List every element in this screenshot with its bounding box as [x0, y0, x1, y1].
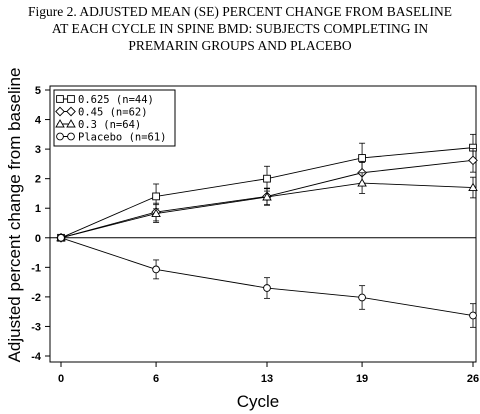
chart-title-line-3: PREMARIN GROUPS AND PLACEBO [128, 38, 352, 53]
legend-marker [67, 95, 75, 103]
y-tick-label: 5 [35, 85, 41, 97]
data-point [263, 174, 271, 183]
x-axis-label: Cycle [237, 392, 280, 411]
data-point [469, 311, 477, 320]
x-tick-label: 0 [58, 373, 64, 385]
y-tick-label: -2 [31, 292, 41, 304]
y-tick-label: -4 [31, 351, 42, 363]
x-tick-label: 13 [261, 373, 273, 385]
data-point [263, 284, 271, 292]
legend-marker [55, 119, 65, 128]
legend-marker [67, 132, 75, 141]
x-tick-label: 6 [153, 373, 159, 385]
legend-label: Placebo (n=61) [78, 132, 167, 144]
y-axis-label: Adjusted percent change from baseline [5, 68, 24, 363]
y-tick-label: 0 [35, 233, 41, 245]
x-tick-label: 26 [467, 373, 479, 385]
data-point [358, 154, 366, 162]
data-point [358, 293, 366, 302]
data-point [151, 208, 161, 217]
legend-label: 0.3 (n=64) [78, 119, 141, 131]
series-line [60, 237, 474, 316]
data-point [468, 155, 478, 166]
legend-marker [55, 106, 65, 117]
legend-marker [56, 95, 64, 103]
data-point [468, 182, 478, 191]
data-point [57, 233, 65, 242]
legend: 0.625 (n=44)0.45 (n=62)0.3 (n=64)Placebo… [53, 89, 176, 147]
data-point [357, 178, 367, 187]
chart-title-line-1: Figure 2. ADJUSTED MEAN (SE) PERCENT CHA… [28, 4, 452, 19]
y-tick-label: 3 [35, 144, 41, 156]
y-tick-label: 2 [35, 174, 41, 186]
chart-title: Figure 2. ADJUSTED MEAN (SE) PERCENT CHA… [0, 3, 480, 54]
data-point [262, 192, 272, 201]
chart-title-line-2: AT EACH CYCLE IN SPINE BMD: SUBJECTS COM… [51, 21, 429, 36]
legend-label: 0.625 (n=44) [78, 94, 154, 106]
legend-marker [56, 132, 64, 141]
legend-label: 0.45 (n=62) [78, 107, 148, 119]
data-point [152, 192, 160, 201]
y-tick-label: 4 [35, 115, 42, 127]
series-circle [57, 233, 477, 328]
legend-marker [66, 119, 76, 128]
y-tick-label: -3 [31, 321, 41, 333]
y-tick-label: 1 [35, 203, 41, 215]
data-point [152, 265, 160, 274]
x-tick-label: 19 [356, 373, 368, 385]
plot-frame [49, 85, 477, 363]
y-tick-label: -1 [31, 262, 41, 274]
series-layer [56, 133, 478, 328]
axes: -4 -3 -2 -1 0 1 2 3 4 5 0 6 13 19 26 [31, 85, 479, 385]
series-triangle [56, 172, 478, 242]
legend-marker [66, 106, 76, 117]
